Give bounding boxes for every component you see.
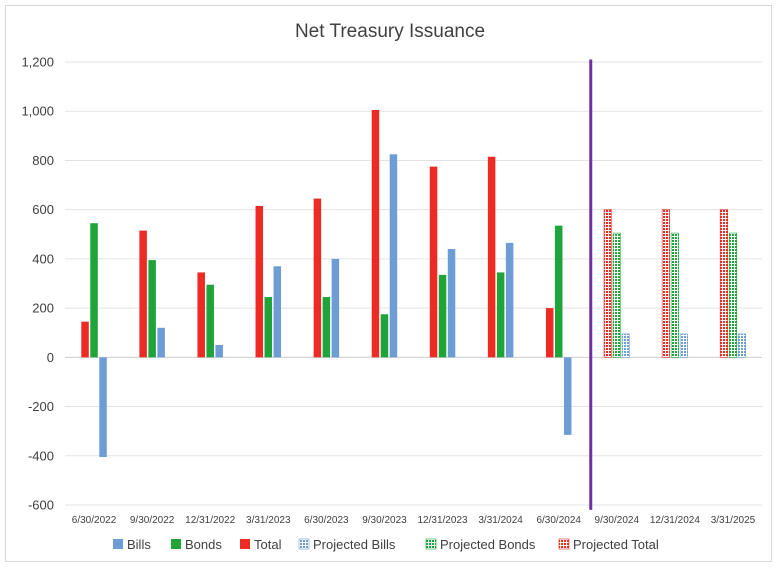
gridlines (65, 61, 762, 506)
legend-label-bills: Bills (127, 537, 151, 552)
y-axis-ticks: -600 -400 -200 0 200 400 600 800 1,000 1,200 (21, 55, 54, 513)
x-tick-label: 6/30/2023 (304, 515, 349, 526)
y-tick-label: 1,200 (21, 55, 54, 70)
bar-total-12-31-2022 (197, 272, 205, 358)
x-tick-label: 9/30/2023 (362, 515, 407, 526)
legend: Bills Bonds Total Projected Bills Projected … (113, 537, 659, 552)
y-tick-label: -600 (28, 498, 54, 513)
bar-bonds-3-31-2024 (496, 272, 505, 358)
bar-bonds-12-31-2023 (438, 274, 447, 358)
bar-bonds-6-30-2024 (554, 225, 563, 358)
legend-swatch-projected-total (558, 538, 570, 550)
bar-bills-9-30-2023 (389, 154, 398, 358)
bar-projected-bills-9-30-2024 (621, 333, 630, 358)
bar-total-12-31-2023 (429, 166, 438, 358)
bars (81, 109, 747, 457)
y-tick-label: 800 (32, 153, 54, 168)
bar-bills-9-30-2022 (157, 327, 165, 358)
x-tick-label: 6/30/2022 (72, 515, 117, 526)
legend-swatch-bills (113, 539, 123, 549)
chart-frame (5, 5, 772, 562)
bar-total-6-30-2024 (545, 308, 554, 358)
legend-swatch-total (240, 539, 250, 549)
bar-total-6-30-2023 (313, 198, 322, 358)
bar-projected-bonds-12-31-2024 (670, 232, 679, 358)
bar-projected-total-3-31-2025 (719, 209, 729, 358)
y-tick-label: 1,000 (21, 104, 54, 119)
bar-bonds-6-30-2023 (322, 297, 331, 358)
bar-bonds-9-30-2023 (380, 314, 389, 358)
bar-bonds-3-31-2023 (264, 297, 273, 358)
y-tick-label: -400 (28, 448, 54, 463)
bar-projected-bonds-9-30-2024 (612, 232, 621, 358)
bar-total-6-30-2022 (81, 321, 89, 358)
bar-projected-bonds-3-31-2025 (728, 232, 738, 358)
bar-bonds-9-30-2022 (148, 260, 156, 358)
bar-projected-total-9-30-2024 (603, 209, 612, 358)
x-tick-label: 3/31/2023 (246, 515, 291, 526)
chart-title: Net Treasury Issuance (295, 21, 485, 42)
x-tick-label: 12/31/2022 (185, 515, 235, 526)
bar-bonds-6-30-2022 (90, 223, 98, 358)
x-tick-label: 3/31/2025 (711, 515, 756, 526)
bar-bills-6-30-2023 (331, 258, 340, 358)
legend-label-total: Total (254, 537, 282, 552)
bar-bills-3-31-2023 (273, 266, 282, 358)
bar-total-9-30-2022 (139, 230, 147, 358)
x-tick-label: 9/30/2022 (130, 515, 175, 526)
x-tick-label: 12/31/2024 (650, 515, 700, 526)
legend-label-projected-total: Projected Total (573, 537, 659, 552)
x-tick-label: 3/31/2024 (478, 515, 523, 526)
legend-label-projected-bills: Projected Bills (313, 537, 396, 552)
x-axis-ticks: 6/30/2022 9/30/2022 12/31/2022 3/31/2023 6/3… (72, 515, 756, 526)
y-tick-label: 400 (32, 251, 54, 266)
bar-bonds-12-31-2022 (206, 284, 214, 358)
x-tick-label: 9/30/2024 (595, 515, 640, 526)
bar-bills-12-31-2022 (215, 345, 223, 358)
bar-total-3-31-2023 (255, 205, 264, 358)
bar-projected-bills-3-31-2025 (737, 333, 747, 358)
x-tick-label: 12/31/2023 (418, 515, 468, 526)
y-tick-label: 200 (32, 301, 54, 316)
y-tick-label: -200 (28, 399, 54, 414)
y-tick-label: 0 (47, 350, 54, 365)
legend-label-projected-bonds: Projected Bonds (440, 537, 536, 552)
y-tick-label: 600 (32, 202, 54, 217)
bar-projected-total-12-31-2024 (661, 209, 670, 358)
bar-total-9-30-2023 (371, 109, 380, 358)
bar-bills-6-30-2022 (99, 357, 107, 457)
bar-bills-3-31-2024 (505, 242, 514, 358)
legend-label-bonds: Bonds (185, 537, 222, 552)
legend-swatch-bonds (171, 539, 181, 549)
bar-bills-6-30-2024 (563, 357, 572, 435)
legend-swatch-projected-bonds (425, 538, 437, 550)
bar-total-3-31-2024 (487, 156, 496, 358)
x-tick-label: 6/30/2024 (536, 515, 581, 526)
bar-projected-bills-12-31-2024 (679, 333, 688, 358)
legend-swatch-projected-bills (298, 538, 310, 550)
bar-bills-12-31-2023 (447, 249, 456, 358)
